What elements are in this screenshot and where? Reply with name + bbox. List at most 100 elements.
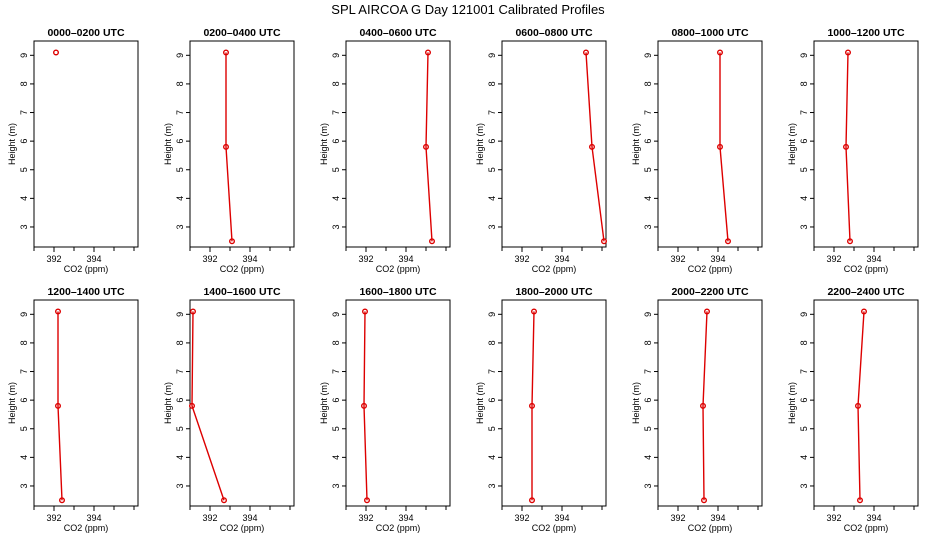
x-axis-label: CO2 (ppm) bbox=[376, 264, 421, 274]
x-tick-label: 394 bbox=[866, 254, 881, 264]
x-tick-label: 394 bbox=[86, 254, 101, 264]
profile-line bbox=[57, 311, 63, 501]
y-tick-label: 4 bbox=[643, 455, 653, 460]
panel-title: 1000–1200 UTC bbox=[827, 27, 904, 39]
x-tick-label: 394 bbox=[242, 513, 257, 523]
panel-title: 0600–0800 UTC bbox=[515, 27, 592, 39]
y-tick-label: 7 bbox=[487, 110, 497, 115]
y-tick-label: 4 bbox=[19, 196, 29, 201]
y-tick-label: 9 bbox=[487, 53, 497, 58]
data-point bbox=[53, 49, 60, 56]
plot-frame bbox=[189, 299, 295, 507]
data-point bbox=[861, 308, 868, 315]
profile-line bbox=[225, 52, 233, 242]
y-tick-label: 6 bbox=[799, 139, 809, 144]
data-point bbox=[845, 49, 852, 56]
x-tick-label: 392 bbox=[670, 513, 685, 523]
panel-title: 1600–1800 UTC bbox=[359, 286, 436, 298]
x-axis-label: CO2 (ppm) bbox=[844, 264, 889, 274]
x-tick-label: 394 bbox=[86, 513, 101, 523]
profile-line bbox=[845, 52, 851, 242]
data-point bbox=[222, 143, 229, 150]
y-tick-label: 4 bbox=[331, 196, 341, 201]
plot-frame bbox=[813, 299, 919, 507]
y-tick-label: 4 bbox=[643, 196, 653, 201]
y-tick-label: 7 bbox=[19, 110, 29, 115]
x-tick-label: 392 bbox=[358, 254, 373, 264]
data-point bbox=[704, 308, 711, 315]
y-tick-label: 9 bbox=[175, 53, 185, 58]
y-tick-label: 8 bbox=[175, 340, 185, 345]
y-tick-label: 8 bbox=[643, 81, 653, 86]
y-axis-label: Height (m) bbox=[163, 123, 173, 165]
plot-frame bbox=[189, 40, 295, 248]
data-point bbox=[189, 308, 196, 315]
y-tick-label: 6 bbox=[487, 398, 497, 403]
data-point bbox=[59, 497, 66, 504]
y-tick-label: 9 bbox=[19, 312, 29, 317]
y-tick-label: 5 bbox=[799, 167, 809, 172]
data-point bbox=[361, 402, 368, 409]
panel-title: 1400–1600 UTC bbox=[203, 286, 280, 298]
y-tick-label: 8 bbox=[799, 81, 809, 86]
y-tick-label: 8 bbox=[19, 340, 29, 345]
x-axis-label: CO2 (ppm) bbox=[688, 523, 733, 533]
y-tick-label: 9 bbox=[175, 312, 185, 317]
y-tick-label: 5 bbox=[19, 426, 29, 431]
y-tick-label: 3 bbox=[487, 224, 497, 229]
data-point bbox=[425, 49, 432, 56]
plot-frame bbox=[33, 299, 139, 507]
y-tick-label: 6 bbox=[19, 139, 29, 144]
y-axis-label: Height (m) bbox=[631, 382, 641, 424]
y-tick-label: 5 bbox=[643, 167, 653, 172]
y-tick-label: 4 bbox=[799, 196, 809, 201]
x-tick-label: 392 bbox=[46, 254, 61, 264]
y-tick-label: 5 bbox=[643, 426, 653, 431]
x-axis-label: CO2 (ppm) bbox=[220, 523, 265, 533]
y-tick-label: 7 bbox=[643, 110, 653, 115]
y-tick-label: 3 bbox=[799, 483, 809, 488]
y-tick-label: 9 bbox=[331, 53, 341, 58]
y-tick-label: 3 bbox=[19, 224, 29, 229]
y-tick-label: 8 bbox=[175, 81, 185, 86]
profile-line bbox=[425, 52, 433, 242]
y-tick-label: 5 bbox=[175, 167, 185, 172]
y-tick-label: 3 bbox=[643, 224, 653, 229]
y-axis-label: Height (m) bbox=[163, 382, 173, 424]
figure-title: SPL AIRCOA G Day 121001 Calibrated Profi… bbox=[331, 2, 605, 17]
y-tick-label: 9 bbox=[331, 312, 341, 317]
data-point bbox=[717, 49, 724, 56]
y-tick-label: 7 bbox=[799, 369, 809, 374]
y-tick-label: 8 bbox=[331, 81, 341, 86]
y-tick-label: 8 bbox=[487, 81, 497, 86]
profile-line bbox=[531, 311, 535, 501]
x-tick-label: 392 bbox=[514, 513, 529, 523]
data-point bbox=[843, 143, 850, 150]
data-point bbox=[531, 308, 538, 315]
plot-frame bbox=[501, 40, 607, 248]
x-axis-label: CO2 (ppm) bbox=[532, 264, 577, 274]
profile-line bbox=[585, 52, 605, 242]
plot-frame bbox=[501, 299, 607, 507]
x-axis-label: CO2 (ppm) bbox=[688, 264, 733, 274]
y-tick-label: 6 bbox=[643, 139, 653, 144]
data-point bbox=[601, 238, 608, 245]
y-tick-label: 8 bbox=[331, 340, 341, 345]
y-tick-label: 4 bbox=[19, 455, 29, 460]
x-tick-label: 392 bbox=[826, 513, 841, 523]
y-axis-label: Height (m) bbox=[475, 123, 485, 165]
y-tick-label: 5 bbox=[799, 426, 809, 431]
y-tick-label: 5 bbox=[175, 426, 185, 431]
y-tick-label: 3 bbox=[175, 224, 185, 229]
y-tick-label: 6 bbox=[175, 139, 185, 144]
x-tick-label: 392 bbox=[202, 254, 217, 264]
panel-title: 0400–0600 UTC bbox=[359, 27, 436, 39]
profile-line bbox=[719, 52, 729, 242]
x-axis-label: CO2 (ppm) bbox=[844, 523, 889, 533]
y-tick-label: 6 bbox=[487, 139, 497, 144]
y-tick-label: 7 bbox=[487, 369, 497, 374]
